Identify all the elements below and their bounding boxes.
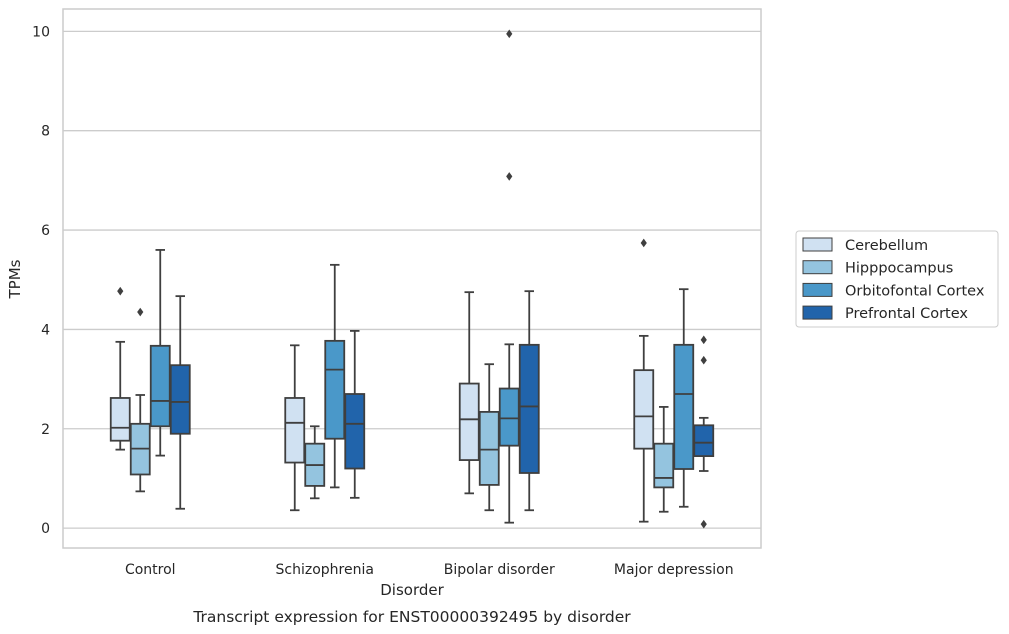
y-tick-label: 6	[41, 223, 50, 239]
outlier-point	[506, 29, 513, 39]
x-axis-title: Disorder	[380, 581, 444, 599]
chart-caption: Transcript expression for ENST0000039249…	[192, 608, 631, 626]
outlier-point	[700, 519, 707, 529]
box	[169, 364, 191, 435]
legend-swatch	[802, 282, 833, 297]
box	[518, 343, 540, 474]
x-tick-label: Bipolar disorder	[444, 562, 555, 578]
legend: Cerebellum Hipppocampus Orbitofontal Corte…	[795, 230, 999, 328]
box-group-major-depression	[633, 238, 715, 529]
box	[344, 393, 366, 470]
y-axis-title: TPMs	[6, 259, 24, 299]
legend-items: Cerebellum Hipppocampus Orbitofontal Corte…	[802, 237, 985, 322]
box	[149, 344, 171, 428]
box	[633, 369, 655, 450]
legend-swatch	[802, 305, 833, 320]
x-tick-label: Schizophrenia	[276, 562, 374, 578]
legend-swatch	[802, 260, 833, 275]
legend-label: Orbitofontal Cortex	[845, 283, 985, 299]
box	[458, 382, 480, 461]
legend-frame	[795, 230, 999, 328]
box-plot-groups	[109, 29, 715, 529]
legend-label: Hipppocampus	[845, 261, 953, 277]
outlier-point	[117, 286, 124, 296]
box	[478, 410, 500, 486]
outlier-point	[700, 335, 707, 345]
legend-swatch	[802, 237, 833, 252]
box	[673, 343, 695, 470]
outlier-point	[700, 355, 707, 365]
outlier-point	[137, 307, 144, 317]
x-tick-label: Control	[125, 562, 176, 578]
y-tick-label: 8	[41, 124, 50, 140]
box	[324, 339, 346, 440]
box-group-schizophrenia	[284, 263, 366, 512]
plot-frame	[62, 8, 762, 549]
legend-label: Prefrontal Cortex	[845, 306, 968, 322]
y-tick-label: 10	[32, 24, 50, 40]
box	[653, 442, 675, 489]
y-tick-label: 4	[41, 322, 50, 338]
box	[693, 424, 715, 457]
outlier-point	[506, 172, 513, 181]
y-tick-labels: 0 2 4 6 8 10	[32, 24, 50, 537]
outlier-point	[640, 238, 647, 248]
x-tick-label: Major depression	[614, 562, 734, 578]
y-tick-label: 2	[41, 422, 50, 438]
box	[284, 397, 306, 464]
box-group-bipolar-disorder	[458, 29, 540, 524]
legend-label: Cerebellum	[845, 238, 928, 254]
y-tick-label: 0	[41, 521, 50, 537]
box	[498, 387, 520, 447]
box	[109, 397, 131, 442]
box-group-control	[109, 249, 191, 510]
x-tick-labels: Control Schizophrenia Bipolar disorder Majo…	[125, 562, 734, 578]
